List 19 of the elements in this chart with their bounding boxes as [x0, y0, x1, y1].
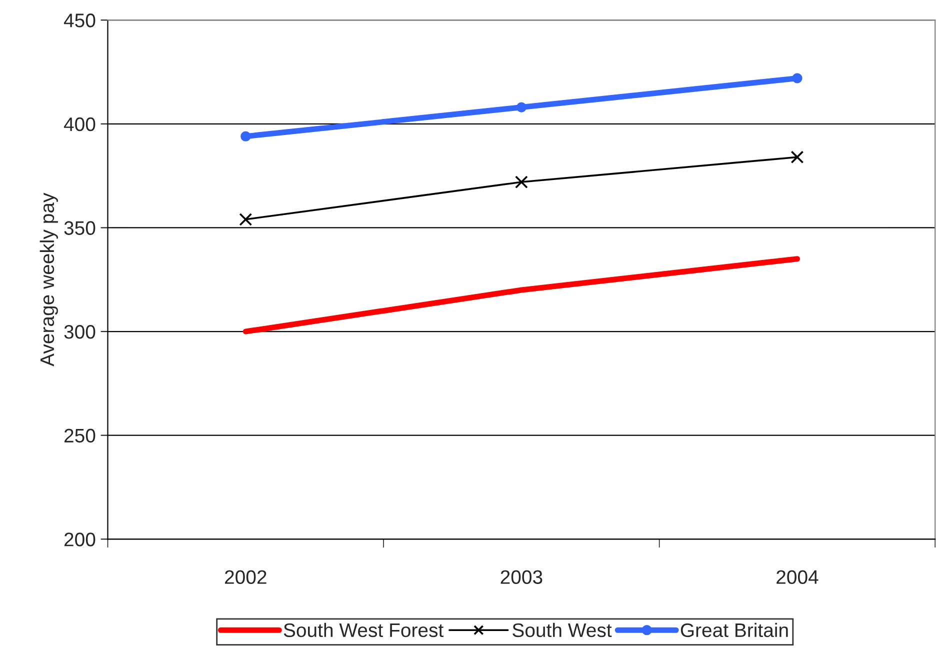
legend-label: South West Forest	[284, 622, 444, 638]
point	[514, 176, 528, 188]
y-axis-title: Average weekly pay	[40, 192, 58, 366]
y-tick-label: 300	[64, 324, 96, 339]
y-tick-label: 250	[64, 428, 96, 443]
y-tick-label: 200	[64, 532, 96, 546]
point	[240, 131, 251, 142]
x-tick-label: 2003	[500, 570, 542, 584]
point	[239, 212, 252, 226]
legend-label: Great Britain	[680, 622, 788, 638]
x-tick-label: 2002	[225, 570, 266, 584]
point	[792, 73, 802, 84]
point	[790, 150, 804, 164]
legend-label: South West	[512, 622, 612, 638]
x-tick-label: 2004	[776, 570, 818, 584]
point	[516, 102, 527, 112]
y-tick-label: 450	[64, 14, 96, 28]
y-tick-label: 350	[64, 221, 96, 235]
y-tick-label: 400	[64, 117, 96, 132]
